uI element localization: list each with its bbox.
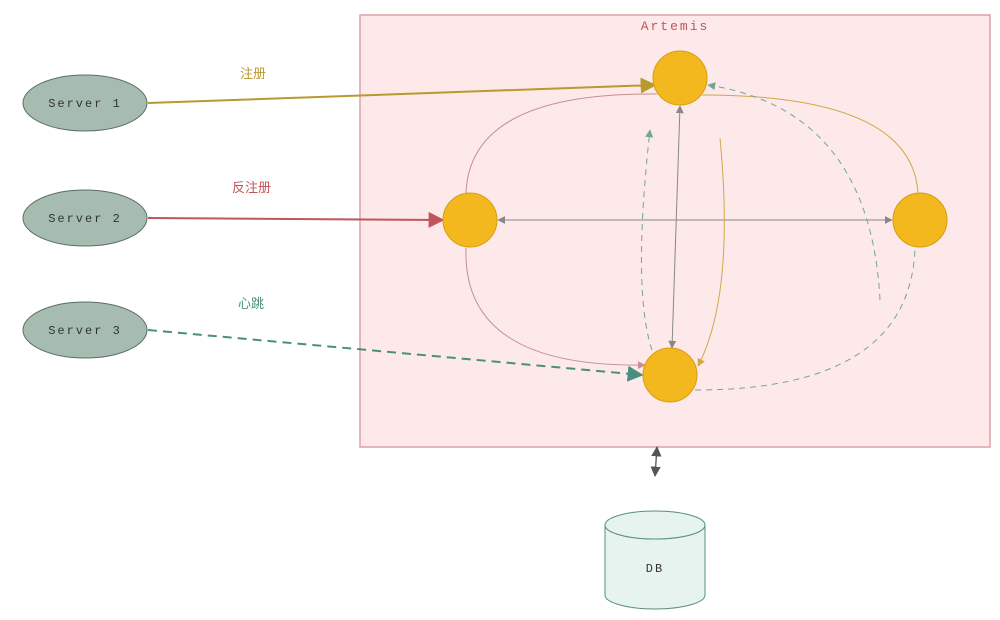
edge-e-cluster-db: [655, 447, 657, 476]
server-label-server2: Server 2: [48, 212, 122, 226]
servers-layer: Server 1 Server 2 Server 3: [23, 75, 147, 358]
db-top: [605, 511, 705, 539]
edge-label-e-unregister: 反注册: [232, 180, 271, 195]
cluster-node-left: [443, 193, 497, 247]
server-label-server1: Server 1: [48, 97, 122, 111]
artemis-title: Artemis: [641, 19, 710, 34]
db-label: DB: [646, 562, 664, 576]
edge-label-e-register: 注册: [240, 66, 266, 81]
server-label-server3: Server 3: [48, 324, 122, 338]
cluster-node-bottom: [643, 348, 697, 402]
cluster-node-right: [893, 193, 947, 247]
edge-label-e-heartbeat: 心跳: [238, 296, 264, 311]
cluster-node-top: [653, 51, 707, 105]
db-cylinder: DB: [605, 511, 705, 609]
